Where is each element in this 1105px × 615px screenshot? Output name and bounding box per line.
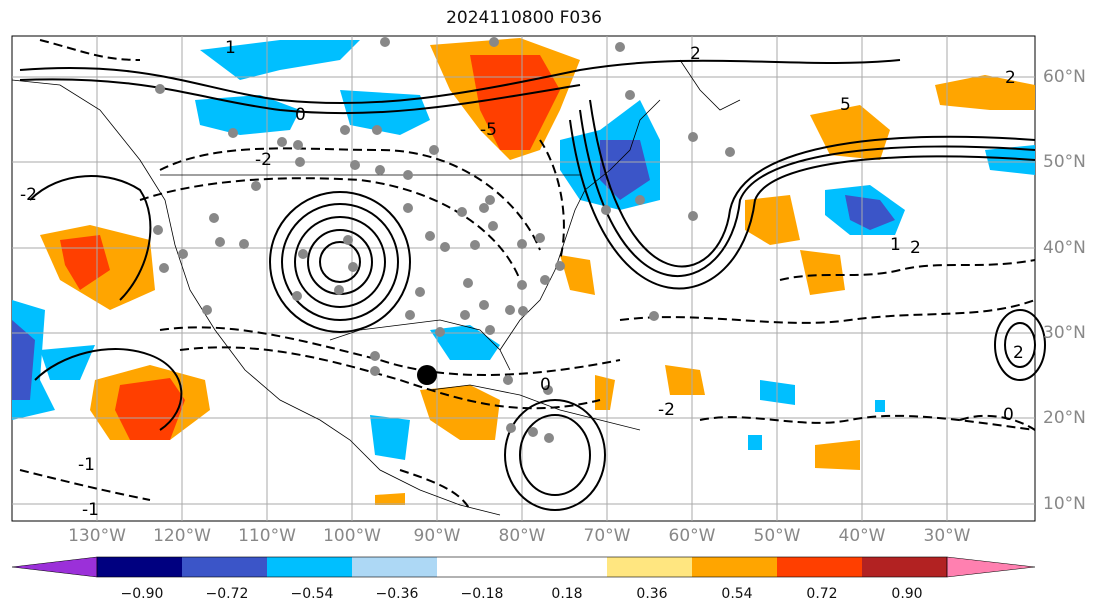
colorbar-bin: [437, 557, 607, 577]
contour-label: 2: [1005, 68, 1016, 88]
lon-label: 80°W: [498, 526, 546, 546]
colorbar-bin: [182, 557, 267, 577]
contour-label: 5: [840, 95, 851, 115]
lon-label: 50°W: [753, 526, 801, 546]
contour-label: -1: [82, 500, 99, 520]
contour-label: 1: [890, 235, 901, 255]
colorbar-tick-label: 0.54: [721, 586, 753, 602]
contour-label: -2: [20, 185, 37, 205]
colorbar-bin: [267, 557, 352, 577]
storm-center-marker: [417, 365, 437, 385]
colorbar-tick-label: 0.90: [891, 586, 923, 602]
lat-label: 30°N: [1043, 323, 1086, 343]
lat-label: 20°N: [1043, 408, 1086, 428]
lat-label: 40°N: [1043, 238, 1086, 258]
coastlines: [11, 59, 741, 516]
lon-label: 130°W: [68, 526, 126, 546]
lon-label: 120°W: [153, 526, 211, 546]
colorbar-tick-label: −0.90: [120, 586, 164, 602]
dashed-contours: [19, 39, 1036, 511]
colorbar-bin: [352, 557, 437, 577]
lat-label: 60°N: [1043, 67, 1086, 87]
colorbar-tick-label: −0.36: [375, 586, 419, 602]
contour-label: 2: [1013, 343, 1024, 363]
station-markers: [153, 37, 735, 443]
lon-label: 30°W: [923, 526, 971, 546]
contour-label: 0: [295, 105, 306, 125]
lon-label: 110°W: [238, 526, 296, 546]
colorbar-lower-extend: [11, 556, 98, 578]
lat-label: 10°N: [1043, 494, 1086, 514]
contour-label: -5: [480, 120, 497, 140]
colorbar-bin: [607, 557, 692, 577]
colorbar-tick-label: −0.72: [205, 586, 249, 602]
contour-label: 0: [540, 375, 551, 395]
contour-label: 2: [910, 238, 921, 258]
colorbar-bin: [777, 557, 862, 577]
contour-label: 0: [1003, 405, 1014, 425]
colorbar-tick-label: 0.18: [551, 586, 583, 602]
colorbar-bin: [692, 557, 777, 577]
contour-label: -2: [658, 400, 675, 420]
lat-label: 50°N: [1043, 152, 1086, 172]
contour-label: -1: [78, 455, 95, 475]
colorbar-upper-extend: [946, 556, 1036, 578]
contour-label: -2: [255, 150, 272, 170]
lon-label: 70°W: [583, 526, 631, 546]
colorbar-tick-label: 0.72: [806, 586, 838, 602]
colorbar-tick-label: −0.54: [290, 586, 334, 602]
lon-label: 60°W: [668, 526, 716, 546]
contour-label: 1: [225, 38, 236, 58]
colorbar-tick-label: −0.18: [460, 586, 504, 602]
colorbar-bin: [97, 557, 182, 577]
lon-label: 90°W: [413, 526, 461, 546]
lon-label: 100°W: [323, 526, 381, 546]
map-title: 2024110800 F036: [446, 8, 602, 28]
colorbar-tick-label: 0.36: [636, 586, 668, 602]
colorbar: [11, 556, 1036, 578]
colorbar-bin: [862, 557, 947, 577]
contour-label: 2: [690, 44, 701, 64]
lon-label: 40°W: [838, 526, 886, 546]
